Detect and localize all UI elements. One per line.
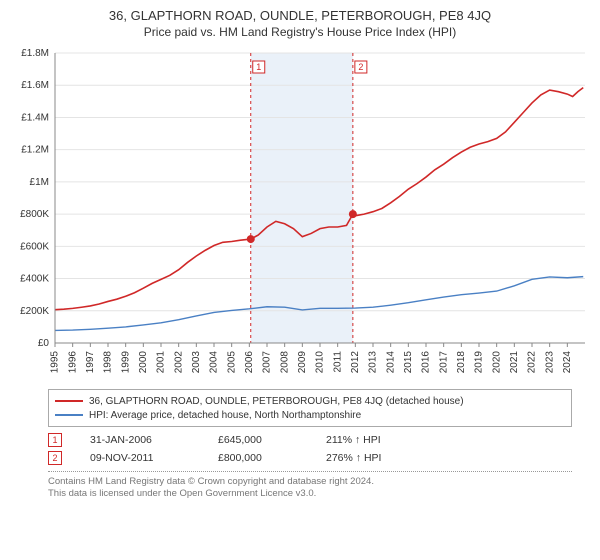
svg-text:2009: 2009	[297, 351, 308, 374]
svg-text:1999: 1999	[120, 351, 131, 374]
legend: 36, GLAPTHORN ROAD, OUNDLE, PETERBOROUGH…	[48, 389, 572, 427]
chart-container: 36, GLAPTHORN ROAD, OUNDLE, PETERBOROUGH…	[0, 0, 600, 560]
svg-text:£600K: £600K	[20, 241, 49, 252]
svg-text:£800K: £800K	[20, 209, 49, 220]
svg-text:2002: 2002	[173, 351, 184, 374]
svg-text:1997: 1997	[85, 351, 96, 374]
svg-text:2004: 2004	[209, 351, 220, 374]
sale-pct: 211% ↑ HPI	[326, 434, 381, 446]
svg-text:£1.2M: £1.2M	[21, 145, 49, 156]
svg-text:2024: 2024	[562, 351, 573, 374]
svg-text:£1.4M: £1.4M	[21, 112, 49, 123]
svg-text:2018: 2018	[456, 351, 467, 374]
svg-text:2017: 2017	[438, 351, 449, 374]
footnote-line: This data is licensed under the Open Gov…	[48, 488, 572, 500]
sale-row: 2 09-NOV-2011 £800,000 276% ↑ HPI	[48, 449, 572, 467]
svg-text:2010: 2010	[315, 351, 326, 374]
svg-text:£1M: £1M	[30, 177, 49, 188]
footnote-line: Contains HM Land Registry data © Crown c…	[48, 476, 572, 488]
sale-date: 31-JAN-2006	[90, 434, 190, 446]
legend-swatch	[55, 414, 83, 416]
svg-text:1996: 1996	[67, 351, 78, 374]
svg-text:2003: 2003	[191, 351, 202, 374]
sale-pct: 276% ↑ HPI	[326, 452, 381, 464]
svg-text:2015: 2015	[403, 351, 414, 374]
svg-text:£200K: £200K	[20, 306, 49, 317]
svg-text:2020: 2020	[491, 351, 502, 374]
svg-text:2019: 2019	[474, 351, 485, 374]
svg-text:2016: 2016	[421, 351, 432, 374]
svg-text:2: 2	[358, 62, 363, 72]
svg-text:2008: 2008	[279, 351, 290, 374]
chart-plot-area: £0 £200K £400K £600K £800K £1M £1.2M £1.4M £1.6M…	[0, 43, 600, 383]
svg-text:2014: 2014	[385, 351, 396, 374]
svg-text:2023: 2023	[544, 351, 555, 374]
chart-title: 36, GLAPTHORN ROAD, OUNDLE, PETERBOROUGH…	[0, 0, 600, 23]
svg-text:2005: 2005	[226, 351, 237, 374]
sale-row: 1 31-JAN-2006 £645,000 211% ↑ HPI	[48, 431, 572, 449]
svg-text:£1.8M: £1.8M	[21, 48, 49, 59]
svg-text:2000: 2000	[138, 351, 149, 374]
line-chart: £0 £200K £400K £600K £800K £1M £1.2M £1.4M £1.6M…	[0, 43, 600, 383]
svg-text:2001: 2001	[156, 351, 167, 374]
sales-table: 1 31-JAN-2006 £645,000 211% ↑ HPI 2 09-NOV-20…	[48, 431, 572, 467]
legend-item: HPI: Average price, detached house, Nort…	[55, 408, 565, 422]
svg-text:£1.6M: £1.6M	[21, 80, 49, 91]
sale-price: £800,000	[218, 452, 298, 464]
svg-text:1998: 1998	[103, 351, 114, 374]
svg-text:1995: 1995	[50, 351, 61, 374]
svg-text:£0: £0	[38, 338, 50, 349]
svg-text:1: 1	[256, 62, 261, 72]
svg-text:2006: 2006	[244, 351, 255, 374]
sale-marker: 2	[48, 451, 62, 465]
chart-subtitle: Price paid vs. HM Land Registry's House …	[0, 23, 600, 43]
legend-label: 36, GLAPTHORN ROAD, OUNDLE, PETERBOROUGH…	[89, 396, 464, 407]
svg-text:£400K: £400K	[20, 274, 49, 285]
sale-price: £645,000	[218, 434, 298, 446]
svg-text:2012: 2012	[350, 351, 361, 374]
footnote: Contains HM Land Registry data © Crown c…	[48, 471, 572, 501]
sale-marker: 1	[48, 433, 62, 447]
svg-text:2013: 2013	[368, 351, 379, 374]
svg-text:2011: 2011	[332, 351, 343, 373]
legend-swatch	[55, 400, 83, 402]
svg-text:2021: 2021	[509, 351, 520, 374]
legend-label: HPI: Average price, detached house, Nort…	[89, 410, 361, 421]
sale-date: 09-NOV-2011	[90, 452, 190, 464]
legend-item: 36, GLAPTHORN ROAD, OUNDLE, PETERBOROUGH…	[55, 394, 565, 408]
svg-text:2022: 2022	[527, 351, 538, 374]
svg-text:2007: 2007	[262, 351, 273, 374]
